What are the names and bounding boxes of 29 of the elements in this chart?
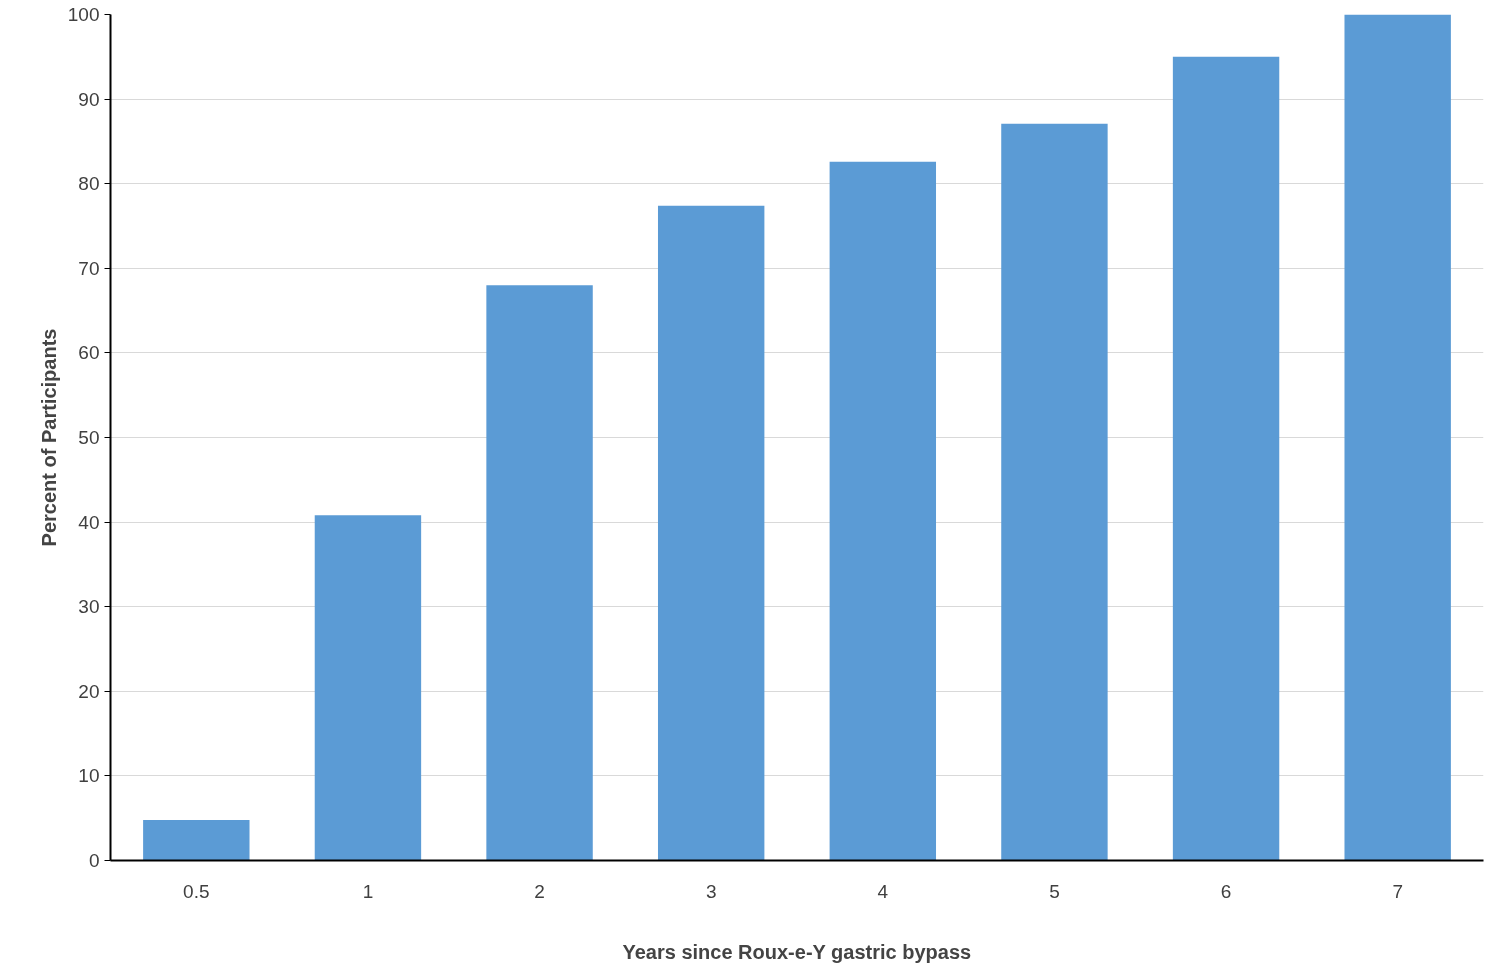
- x-tick-label: 4: [877, 880, 889, 902]
- bar: [486, 285, 593, 861]
- y-tick-label: 20: [78, 680, 100, 702]
- x-tick-label: 2: [534, 880, 545, 902]
- bar: [314, 515, 422, 861]
- y-tick-label: 10: [78, 765, 100, 787]
- y-tick-label: 0: [88, 850, 100, 871]
- y-tick-label: 40: [78, 511, 100, 533]
- bar: [657, 205, 765, 861]
- bar: [1001, 123, 1108, 861]
- x-tick-label: 6: [1220, 880, 1232, 902]
- bar: [1172, 56, 1280, 861]
- y-tick-label: 30: [78, 596, 100, 618]
- y-tick-label: 100: [67, 4, 100, 25]
- bar: [1344, 14, 1451, 861]
- y-tick-label: 80: [78, 173, 100, 195]
- y-tick-label: 60: [78, 342, 100, 364]
- x-axis-title: Years since Roux-e-Y gastric bypass: [622, 940, 972, 963]
- x-tick-label: 7: [1392, 880, 1403, 902]
- y-tick-label: 50: [78, 427, 100, 448]
- x-tick-label: 3: [705, 880, 717, 902]
- x-tick-label: 1: [362, 880, 374, 902]
- y-tick-label: 90: [78, 88, 100, 110]
- bar: [829, 161, 937, 861]
- x-tick-label: 0.5: [183, 880, 210, 902]
- x-tick-label: 5: [1049, 880, 1060, 902]
- bar: [143, 819, 250, 861]
- y-axis-title: Percent of Participants: [37, 328, 60, 547]
- y-tick-label: 70: [78, 257, 100, 279]
